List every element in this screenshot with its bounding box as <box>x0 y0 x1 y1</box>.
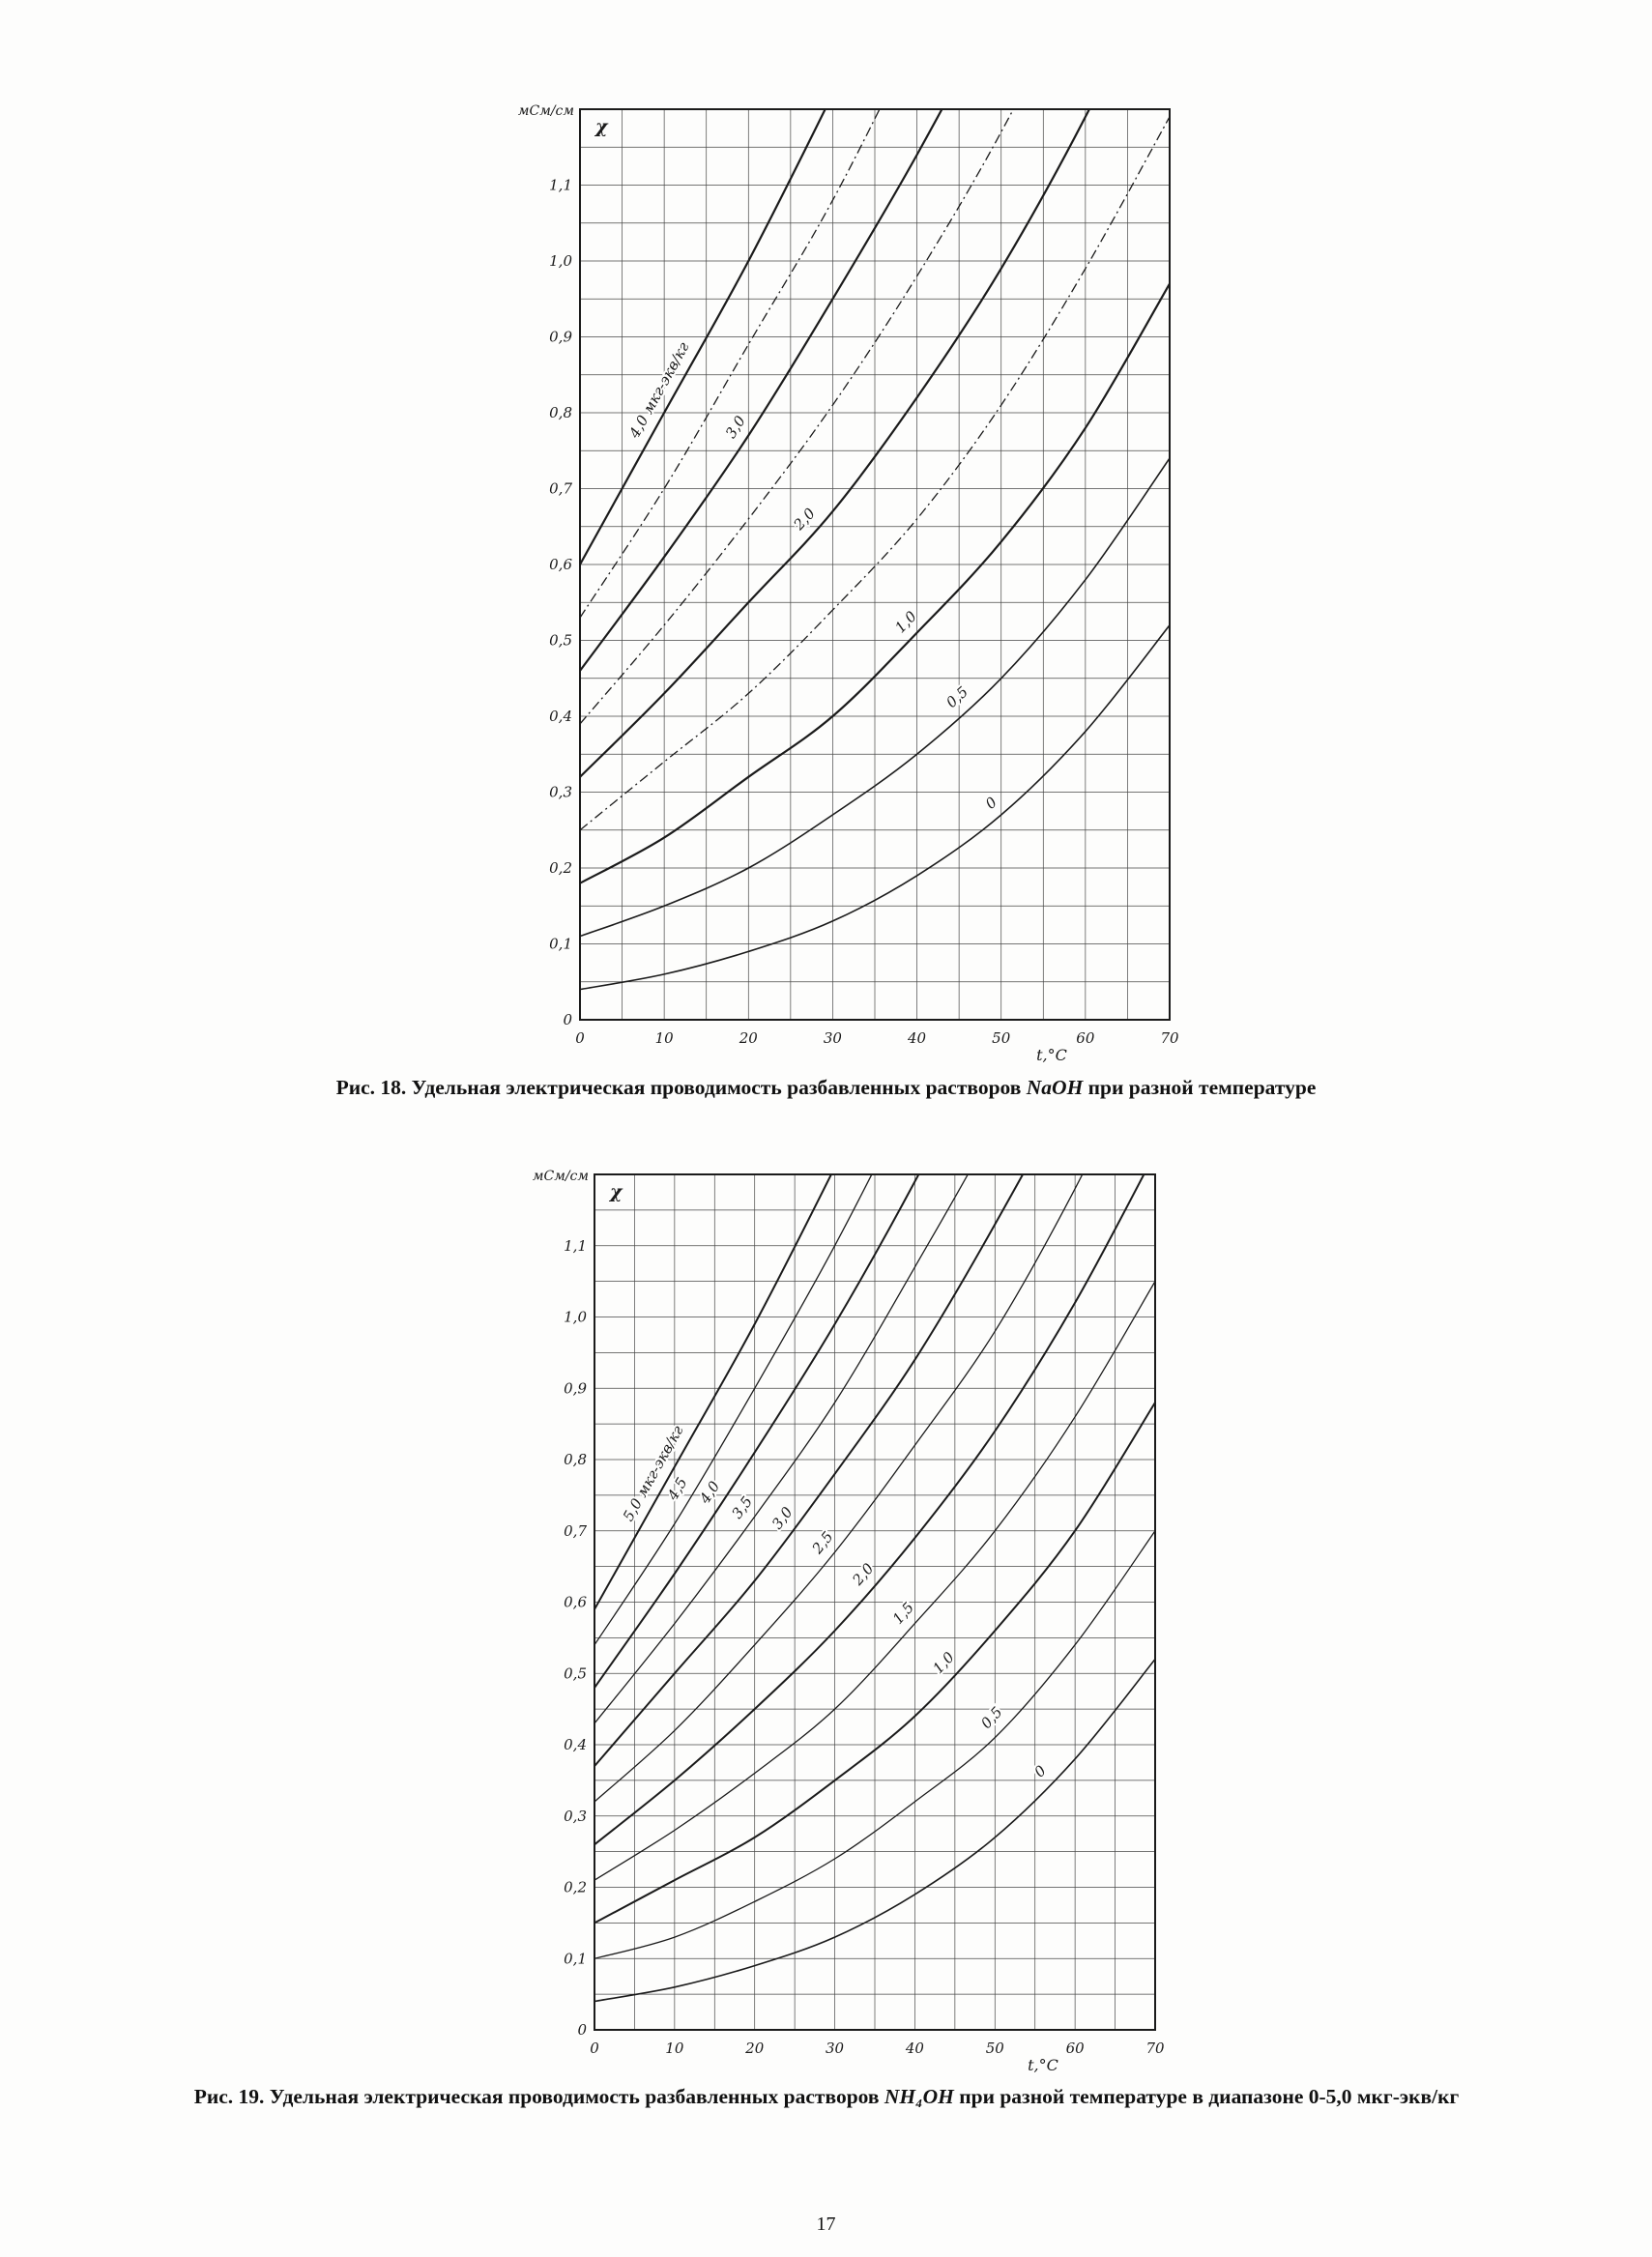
x-tick-label: 70 <box>1160 1029 1179 1047</box>
x-tick-label: 0 <box>590 2040 599 2057</box>
x-tick-label: 50 <box>992 1029 1011 1047</box>
x-tick-label: 60 <box>1076 1029 1095 1047</box>
series-curve <box>580 109 826 565</box>
series-curve <box>594 1174 873 1646</box>
y-axis-units-label: мСм/см <box>518 103 574 119</box>
y-tick-label: 1,0 <box>564 1309 587 1326</box>
y-axis-units-label: мСм/см <box>533 1169 589 1184</box>
curve-label: 1,0 <box>891 607 920 636</box>
figure-18-caption-suffix: при разной температуре <box>1083 1076 1317 1099</box>
x-axis-label: t,°C <box>1028 2056 1058 2074</box>
curve-label: 0 <box>1030 1762 1050 1781</box>
figure-18-chart: 4,0 мкг-экв/кг 3,02,01,00,500 10 20 30 40 50 60… <box>518 103 1179 1064</box>
series-curve <box>580 109 1091 778</box>
series-curve <box>594 1530 1155 1959</box>
figure-18-caption: Рис. 18. Удельная электрическая проводим… <box>0 1071 1652 1104</box>
x-tick-label: 70 <box>1145 2040 1165 2057</box>
curve-label: 3,5 <box>728 1493 756 1522</box>
series-curve <box>594 1174 920 1689</box>
x-tick-label: 0 <box>575 1029 585 1047</box>
y-tick-label: 0,8 <box>549 404 572 421</box>
curve-label: 4,0 мкг-экв/кг <box>625 339 693 442</box>
curve-label: 2,0 <box>790 505 819 535</box>
conductivity-symbol: χ <box>608 1181 623 1202</box>
y-tick-label: 1,0 <box>549 252 572 270</box>
figure-19-caption-text: Рис. 19. Удельная электрическая проводим… <box>193 2085 884 2108</box>
figure-18-caption-formula: NaOH <box>1026 1076 1084 1099</box>
figure-19-caption-formula: NH₄OH <box>884 2085 954 2108</box>
x-tick-label: 40 <box>907 1029 927 1047</box>
conductivity-symbol: χ <box>594 116 609 137</box>
x-tick-label: 20 <box>744 2040 765 2057</box>
curve-label: 5,0 мкг-экв/кг <box>620 1422 687 1523</box>
series-curve <box>594 1174 1084 1803</box>
y-tick-label: 0,6 <box>549 556 572 573</box>
grid-lines <box>594 1173 1156 2031</box>
conductivity-curves <box>594 1174 1155 2003</box>
curve-label: 3,0 <box>722 412 749 441</box>
y-tick-label: 0,2 <box>549 859 572 877</box>
figure-19-caption-suffix: при разной температуре в диапазоне 0-5,0… <box>953 2085 1460 2108</box>
series-curve <box>594 1174 833 1610</box>
y-tick-label: 0,7 <box>549 480 572 498</box>
y-tick-label: 0,7 <box>564 1522 587 1540</box>
figure-19-caption: Рис. 19. Удельная электрическая проводим… <box>126 2080 1527 2113</box>
y-tick-label: 0,8 <box>564 1451 587 1468</box>
x-tick-label: 30 <box>826 2040 845 2057</box>
curve-label: 1,0 <box>929 1648 958 1677</box>
y-tick-label: 0,4 <box>549 708 572 725</box>
curve-label: 0 <box>982 794 1000 813</box>
y-tick-label: 0,5 <box>564 1664 587 1682</box>
x-axis-label: t,°C <box>1036 1046 1067 1064</box>
y-tick-label: 0,9 <box>564 1379 587 1397</box>
y-tick-label: 0,5 <box>549 632 572 650</box>
grid-lines <box>579 108 1171 1021</box>
x-tick-label: 60 <box>1066 2040 1086 2057</box>
page-number: 17 <box>816 2214 836 2235</box>
y-tick-label: 0,1 <box>564 1950 587 1967</box>
x-tick-label: 20 <box>739 1029 759 1047</box>
series-curve <box>594 1174 1025 1767</box>
series-curve <box>580 282 1170 884</box>
curve-label: 2,5 <box>808 1528 837 1558</box>
y-tick-label: 0,3 <box>549 784 572 801</box>
y-tick-label: 0 <box>563 1011 572 1028</box>
y-tick-label: 0,6 <box>564 1594 587 1611</box>
curve-label: 2,0 <box>849 1559 878 1589</box>
x-tick-label: 30 <box>824 1029 843 1047</box>
series-curve <box>580 109 1015 725</box>
curve-label: 0,5 <box>942 683 971 711</box>
y-tick-label: 0 <box>577 2021 587 2039</box>
curve-label: 3,0 <box>768 1503 797 1532</box>
conductivity-curves <box>580 109 1170 991</box>
y-tick-label: 0,1 <box>549 936 572 953</box>
series-curve <box>594 1174 970 1724</box>
series-curve <box>594 1174 1145 1846</box>
x-tick-label: 40 <box>905 2040 925 2057</box>
series-curve <box>594 1658 1155 2003</box>
y-tick-label: 0,4 <box>564 1736 587 1753</box>
curve-label: 1,5 <box>889 1599 917 1628</box>
series-curve <box>580 624 1170 991</box>
y-tick-label: 0,3 <box>564 1808 587 1825</box>
plot-frame <box>594 1173 1156 2031</box>
series-curve <box>580 116 1170 831</box>
figure-18-caption-text: Рис. 18. Удельная электрическая проводим… <box>335 1076 1027 1099</box>
series-curve <box>594 1402 1155 1924</box>
y-tick-label: 1,1 <box>549 177 572 194</box>
y-tick-label: 1,1 <box>564 1237 587 1255</box>
x-tick-label: 10 <box>665 2040 684 2057</box>
curve-label: 0,5 <box>977 1703 1005 1732</box>
x-tick-label: 10 <box>655 1029 675 1047</box>
x-tick-label: 50 <box>986 2040 1005 2057</box>
series-curve <box>580 457 1170 938</box>
figure-19-chart: 5,0 мкг-экв/кг4,5 4,03,5 3,02,52,01,51,00,… <box>533 1169 1165 2074</box>
series-curve <box>594 1281 1155 1881</box>
y-tick-label: 0,2 <box>564 1879 587 1896</box>
y-tick-label: 0,9 <box>549 329 572 346</box>
series-curve <box>580 109 943 672</box>
